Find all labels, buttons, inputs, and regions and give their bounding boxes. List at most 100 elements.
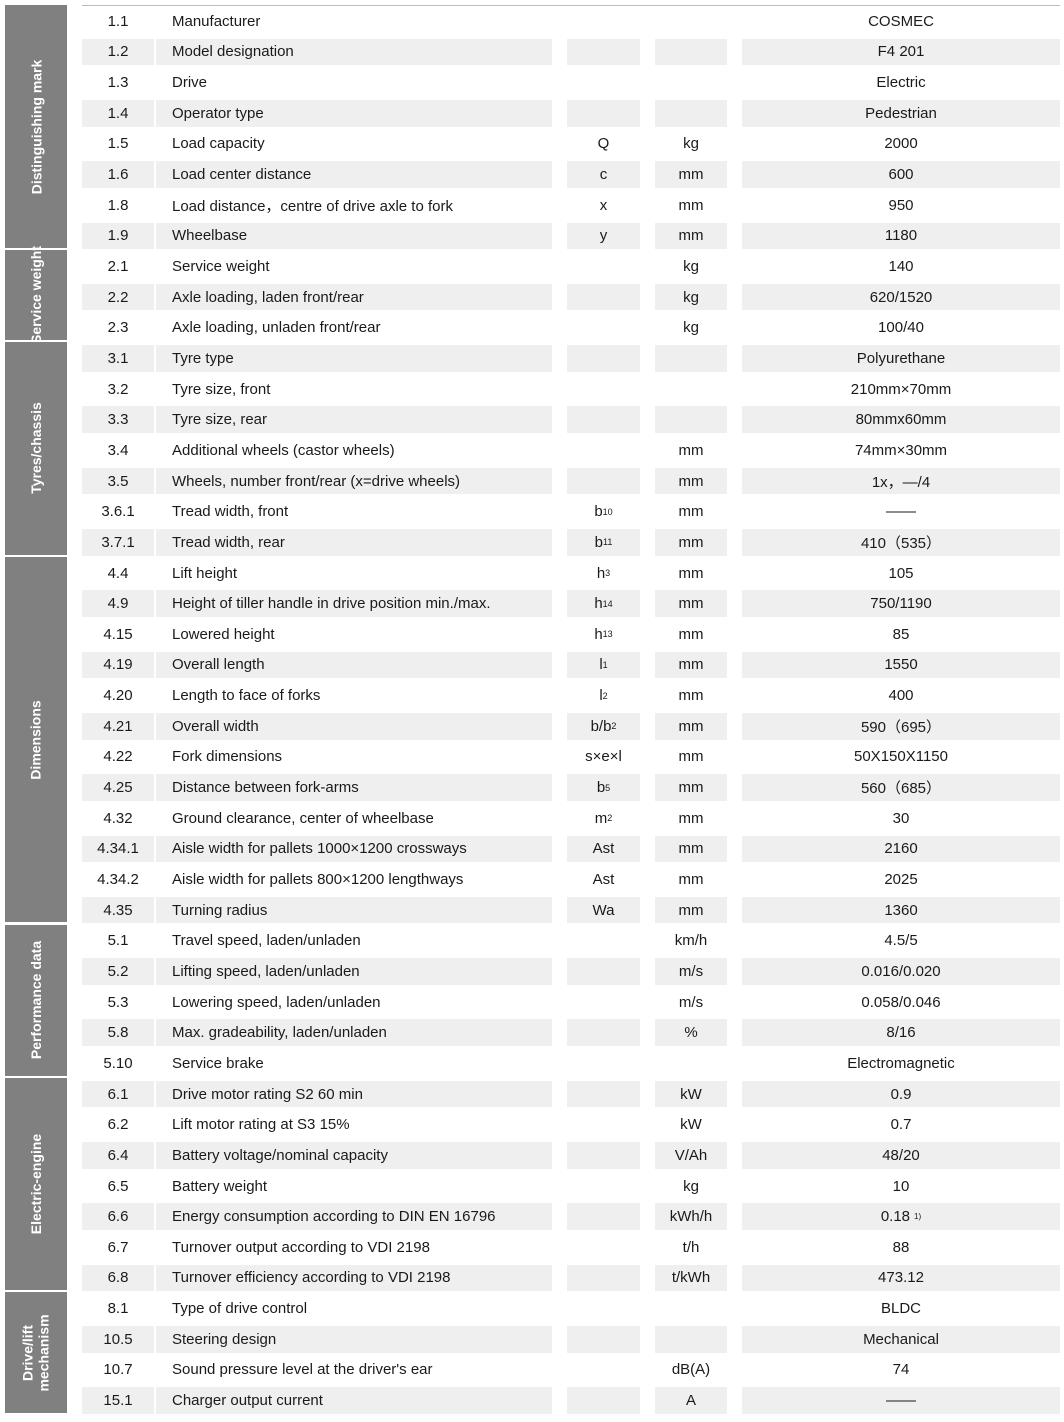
item-number: 1.8 — [82, 192, 154, 219]
item-number: 4.9 — [82, 590, 154, 617]
description-text: Tread width, front — [172, 503, 289, 521]
item-number-text: 6.8 — [107, 1269, 129, 1287]
description-text: Fork dimensions — [172, 748, 283, 766]
item-number-text: 5.3 — [107, 993, 129, 1011]
value-text: 590（695） — [860, 718, 942, 736]
description-text: Height of tiller handle in drive positio… — [172, 595, 491, 613]
unit-text: mm — [678, 227, 704, 245]
item-number: 5.8 — [82, 1019, 154, 1047]
unit: mm — [655, 651, 727, 679]
value-text: COSMEC — [868, 12, 934, 30]
description: Drive motor rating S2 60 min — [156, 1080, 552, 1108]
unit-text: mm — [678, 656, 704, 674]
unit — [655, 99, 727, 127]
symbol: b 11 — [567, 529, 640, 556]
table-row: 4.9 Height of tiller handle in drive posi… — [82, 588, 1060, 619]
description-text: Type of drive control — [172, 1300, 308, 1318]
item-number: 4.21 — [82, 712, 154, 740]
section-label-text: Performance data — [28, 940, 44, 1060]
section-label-text: Distinguishing mark — [28, 59, 45, 194]
symbol: x — [567, 192, 640, 219]
table-row: 6.2 Lift motor rating at S3 15% kW 0.7 — [82, 1109, 1060, 1140]
item-number: 4.25 — [82, 774, 154, 801]
item-number: 3.4 — [82, 437, 154, 464]
section-label-text: Dimensions — [28, 699, 45, 780]
item-number: 1.9 — [82, 222, 154, 250]
description-text: Lift motor rating at S3 15% — [172, 1116, 350, 1134]
description-text: Model designation — [172, 43, 294, 61]
description: Load center distance — [156, 161, 552, 188]
value-text: 1550 — [884, 656, 918, 674]
table-row: 3.7.1 Tread width, rear b 11 mm 410（535） — [82, 527, 1060, 558]
table-row: 4.35 Turning radius Wa mm 1360 — [82, 895, 1060, 926]
symbol — [567, 1203, 640, 1230]
item-number: 1.3 — [82, 69, 154, 96]
value-text: F4 201 — [877, 43, 925, 61]
description: Lift motor rating at S3 15% — [156, 1111, 552, 1138]
value: 1180 — [742, 222, 1060, 250]
description: Operator type — [156, 99, 552, 127]
unit-text: kg — [683, 135, 699, 153]
value: Polyurethane — [742, 345, 1060, 372]
description: Sound pressure level at the driver's ear — [156, 1357, 552, 1384]
item-number: 1.4 — [82, 99, 154, 127]
value-text: 560（685） — [860, 780, 942, 798]
value: 1360 — [742, 896, 1060, 924]
value-text: 105 — [888, 564, 914, 582]
unit: mm — [655, 437, 727, 464]
value-text: Electromagnetic — [847, 1054, 955, 1072]
item-number: 6.7 — [82, 1234, 154, 1261]
description-text: Overall width — [172, 717, 259, 735]
description-text: Length to face of forks — [172, 687, 321, 705]
symbol-subscript: 3 — [605, 568, 611, 578]
value-text: —— — [886, 503, 916, 521]
value-text: 600 — [888, 166, 914, 184]
description-text: Max. gradeability, laden/unladen — [172, 1024, 387, 1042]
table-row: 4.20 Length to face of forks l 2 mm 400 — [82, 680, 1060, 711]
value-text: 473.12 — [878, 1269, 924, 1287]
description-text: Ground clearance, center of wheelbase — [172, 809, 434, 827]
symbol — [567, 99, 640, 127]
unit-text: mm — [678, 687, 704, 705]
value: 30 — [742, 805, 1060, 832]
value-text: 0.9 — [890, 1085, 912, 1103]
symbol-text: y — [599, 227, 608, 245]
value-text: 80mmx60mm — [855, 411, 947, 429]
description: Lowered height — [156, 621, 552, 648]
item-number: 3.3 — [82, 406, 154, 434]
description-text: Drive — [172, 74, 208, 92]
description-text: Service weight — [172, 258, 270, 275]
symbol — [567, 467, 640, 495]
description-text: Drive motor rating S2 60 min — [172, 1085, 363, 1103]
description: Distance between fork-arms — [156, 774, 552, 801]
unit-text: % — [684, 1024, 698, 1042]
value: 560（685） — [742, 774, 1060, 801]
value-text: 140 — [888, 258, 914, 275]
symbol — [567, 253, 640, 280]
item-number: 4.4 — [82, 560, 154, 587]
item-number-text: 4.4 — [107, 564, 129, 582]
description-text: Turning radius — [172, 901, 268, 919]
value: —— — [742, 498, 1060, 525]
description-text: Distance between fork-arms — [172, 779, 359, 797]
description: Aisle width for pallets 800×1200 lengthw… — [156, 866, 552, 893]
section-label-text: Electric-engine — [28, 1133, 44, 1235]
description: Overall width — [156, 712, 552, 740]
section-label: Electric-engine — [5, 1077, 67, 1293]
symbol-subscript: 11 — [603, 537, 613, 548]
item-number-text: 3.3 — [107, 411, 129, 429]
description: Aisle width for pallets 1000×1200 crossw… — [156, 835, 552, 863]
unit-text: kW — [680, 1085, 702, 1103]
item-number-text: 4.20 — [103, 687, 133, 705]
item-number-text: 5.2 — [107, 962, 129, 980]
item-number-text: 6.1 — [107, 1085, 129, 1103]
value-text: BLDC — [880, 1300, 921, 1318]
symbol-text: b — [594, 533, 603, 551]
value: 80mmx60mm — [742, 406, 1060, 434]
value-text: Mechanical — [863, 1330, 939, 1348]
unit — [655, 1050, 727, 1077]
